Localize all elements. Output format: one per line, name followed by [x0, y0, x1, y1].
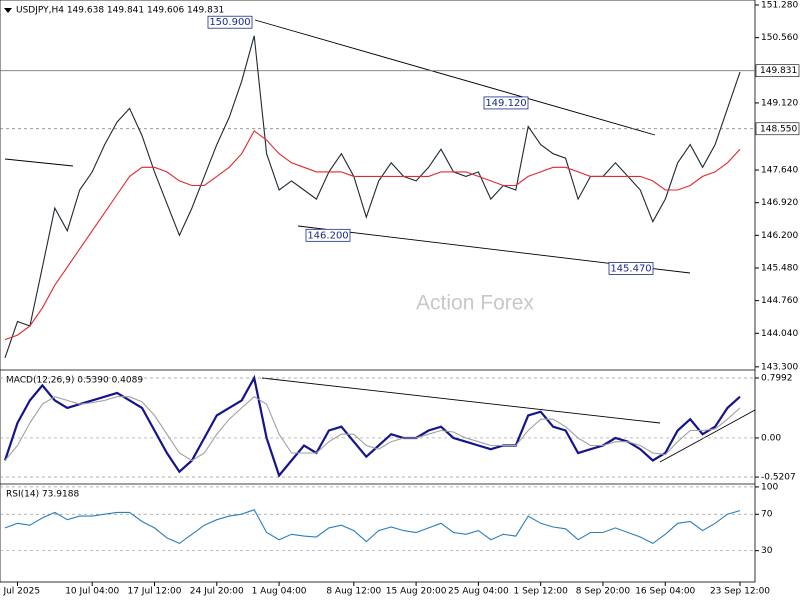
- series-line: [4, 396, 741, 462]
- y-tick-label: 143.300: [761, 362, 798, 372]
- trend-line: [254, 19, 656, 136]
- y-tick-label: 144.040: [761, 329, 798, 339]
- annotation-box: [207, 15, 253, 29]
- panel-title: MACD(12,26,9) 0.5390 0.4089: [6, 376, 143, 386]
- series-line: [3, 374, 741, 478]
- y-tick-label: 147.640: [761, 166, 798, 176]
- y-tick-label: -0.5207: [761, 473, 796, 483]
- x-tick-label: 2 Jul 2025: [0, 587, 40, 597]
- x-tick-label: 23 Sep 12:00: [710, 587, 770, 597]
- annotation-box: [305, 228, 351, 242]
- annotation: 150.900: [207, 15, 253, 29]
- annotation-box: [608, 262, 654, 275]
- annotation: 146.200: [305, 228, 351, 242]
- level-label: 149.831: [760, 66, 797, 76]
- level-box: [755, 64, 800, 77]
- y-tick-label: 145.480: [761, 263, 798, 273]
- annotation: 145.470: [608, 262, 654, 275]
- annotation-label: 145.470: [610, 263, 651, 274]
- annotation-label: 149.120: [485, 98, 526, 109]
- menu-arrow: [4, 8, 12, 13]
- series-line: [4, 509, 741, 545]
- annotation-box: [483, 96, 529, 110]
- x-tick-label: 1 Sep 12:00: [513, 587, 568, 597]
- trend-line: [4, 158, 74, 167]
- x-tick-label: 10 Jul 04:00: [65, 587, 119, 597]
- annotation: 149.120: [483, 96, 529, 110]
- x-tick-label: 17 Jul 12:00: [127, 587, 181, 597]
- annotation-label: 150.900: [209, 17, 250, 28]
- x-tick-label: 16 Sep 04:00: [635, 587, 695, 597]
- series-line: [4, 130, 741, 341]
- chart-title: USDJPY,H4 149.638 149.841 149.606 149.83…: [16, 6, 224, 16]
- y-tick-label: 100: [761, 482, 778, 492]
- y-tick-label: 151.280: [761, 0, 798, 10]
- annotation-label: 146.200: [307, 230, 348, 241]
- y-tick-label: 144.760: [761, 296, 798, 306]
- trend-line: [261, 377, 661, 424]
- x-tick-label: 24 Jul 20:00: [190, 587, 244, 597]
- x-tick-label: 1 Aug 04:00: [252, 587, 307, 597]
- y-tick-label: 150.560: [761, 33, 798, 43]
- x-tick-label: 8 Aug 12:00: [326, 587, 381, 597]
- y-tick-label: 149.120: [761, 98, 798, 108]
- level-label: 148.550: [760, 124, 797, 134]
- x-tick-label: 15 Aug 20:00: [386, 587, 447, 597]
- plot-frame: [0, 0, 756, 583]
- y-tick-label: 146.200: [761, 231, 798, 241]
- x-tick-label: 8 Sep 20:00: [576, 587, 631, 597]
- panel-title: RSI(14) 73.9188: [6, 490, 79, 500]
- series-line: [4, 35, 741, 358]
- y-tick-label: 0.00: [761, 433, 781, 443]
- trend-line: [659, 409, 756, 463]
- level-box: [755, 122, 800, 136]
- watermark: Action Forex: [416, 292, 534, 315]
- y-tick-label: 30: [761, 546, 773, 556]
- x-tick-label: 25 Aug 04:00: [448, 587, 509, 597]
- y-tick-label: 146.920: [761, 198, 798, 208]
- y-tick-label: 0.7992: [761, 373, 793, 383]
- y-tick-label: 70: [761, 510, 773, 520]
